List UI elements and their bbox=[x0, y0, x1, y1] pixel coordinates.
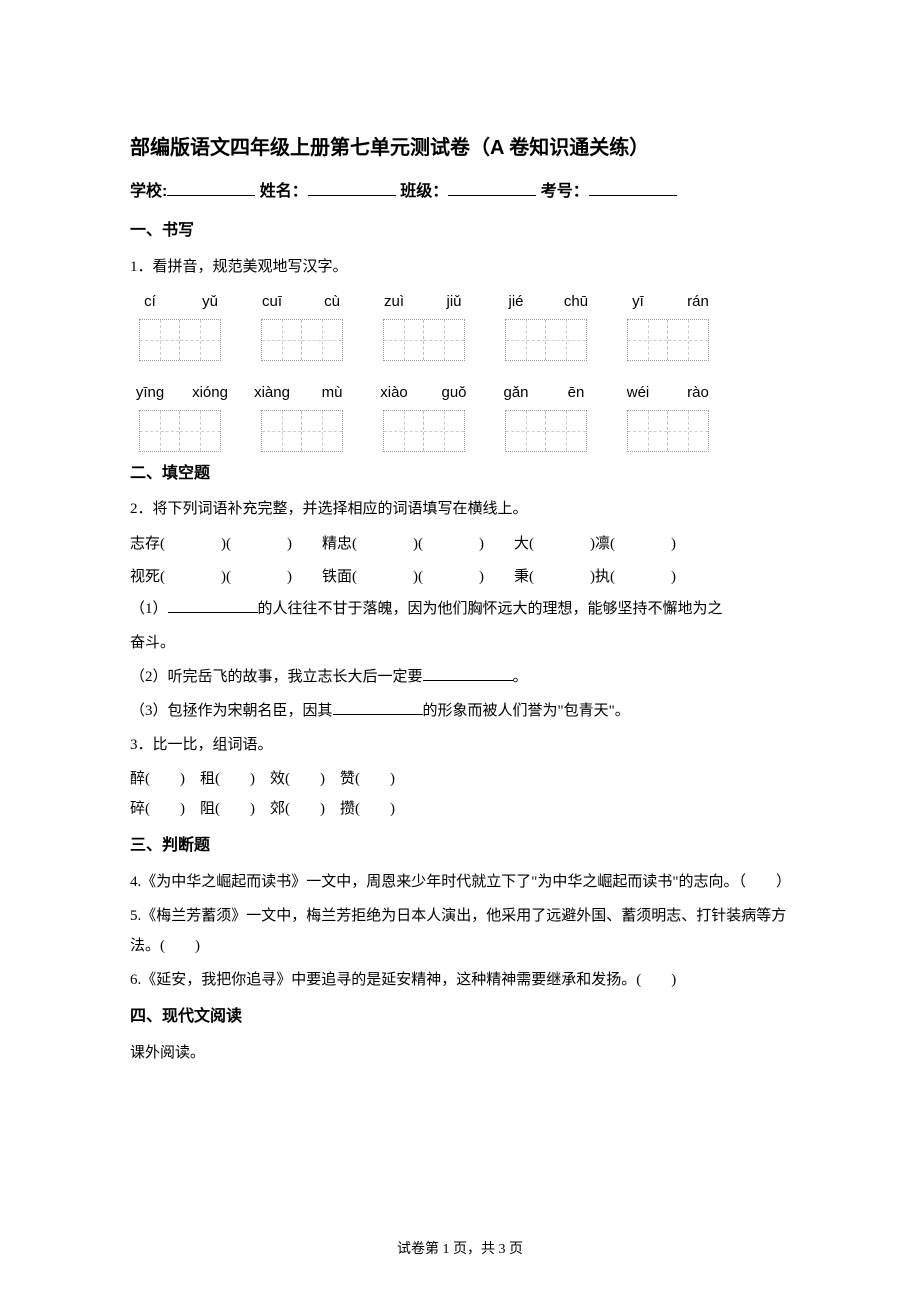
pinyin-label: yī bbox=[618, 288, 658, 315]
char-box[interactable] bbox=[383, 410, 465, 452]
reading-prompt: 课外阅读。 bbox=[130, 1038, 790, 1068]
pinyin-group: wéirào bbox=[618, 379, 718, 452]
fill-blank[interactable] bbox=[423, 665, 513, 681]
pinyin-label: cù bbox=[312, 288, 352, 315]
char-box[interactable] bbox=[383, 319, 465, 361]
pinyin-label: jié bbox=[496, 288, 536, 315]
pinyin-label: ēn bbox=[556, 379, 596, 406]
pinyin-label: rán bbox=[678, 288, 718, 315]
text: 的人往往不甘于落魄，因为他们胸怀远大的理想，能够坚持不懈地为之 bbox=[258, 601, 723, 617]
q6: 6.《延安，我把你追寻》中要追寻的是延安精神，这种精神需要继承和发扬。( ) bbox=[130, 965, 790, 995]
pinyin-label: rào bbox=[678, 379, 718, 406]
q5: 5.《梅兰芳蓄须》一文中，梅兰芳拒绝为日本人演出，他采用了远避外国、蓄须明志、打… bbox=[130, 901, 790, 961]
pinyin-row-2: yīng xióng xiàngmù xiàoguǒ gǎnēn wéirào bbox=[130, 379, 790, 452]
q4: 4.《为中华之崛起而读书》一文中，周恩来少年时代就立下了"为中华之崛起而读书"的… bbox=[130, 867, 790, 897]
fill-blank[interactable] bbox=[333, 699, 423, 715]
pinyin-group: xiàoguǒ bbox=[374, 379, 474, 452]
text: （2）听完岳飞的故事，我立志长大后一定要 bbox=[130, 669, 423, 685]
q1-prompt: 1．看拼音，规范美观地写汉字。 bbox=[130, 252, 790, 282]
text: （3）包拯作为宋朝名臣，因其 bbox=[130, 703, 333, 719]
text: )执( bbox=[590, 569, 615, 585]
q2-sub3: （3）包拯作为宋朝名臣，因其 的形象而被人们誉为"包青天"。 bbox=[130, 696, 790, 726]
text: )凛( bbox=[590, 536, 615, 552]
text: ) bbox=[671, 569, 676, 585]
q3-line1: 醉( ) 租( ) 效( ) 赞( ) bbox=[130, 764, 790, 794]
pinyin-label: yīng bbox=[130, 379, 170, 406]
text: 志存( bbox=[130, 536, 165, 552]
char-box[interactable] bbox=[261, 410, 343, 452]
student-info-line: 学校: 姓名： 班级： 考号： bbox=[130, 178, 790, 207]
char-box[interactable] bbox=[139, 410, 221, 452]
section-3-header: 三、判断题 bbox=[130, 832, 790, 861]
pinyin-label: gǎn bbox=[496, 379, 536, 406]
text: （1） bbox=[130, 601, 168, 617]
pinyin-row-1: cíyǔ cuīcù zuìjiǔ jiéchū yīrán bbox=[130, 288, 790, 361]
fill-blank[interactable] bbox=[168, 597, 258, 613]
pinyin-label: cuī bbox=[252, 288, 292, 315]
class-blank[interactable] bbox=[448, 178, 536, 196]
pinyin-group: gǎnēn bbox=[496, 379, 596, 452]
q2-sub1: （1） 的人往往不甘于落魄，因为他们胸怀远大的理想，能够坚持不懈地为之 bbox=[130, 594, 790, 624]
pinyin-group: zuìjiǔ bbox=[374, 288, 474, 361]
q2-sub1-end: 奋斗。 bbox=[130, 628, 790, 658]
section-4-header: 四、现代文阅读 bbox=[130, 1003, 790, 1032]
pinyin-label: guǒ bbox=[434, 379, 474, 406]
pinyin-group: yīrán bbox=[618, 288, 718, 361]
text: )( bbox=[413, 569, 423, 585]
pinyin-group: cuīcù bbox=[252, 288, 352, 361]
page-title: 部编版语文四年级上册第七单元测试卷（A 卷知识通关练） bbox=[130, 130, 790, 166]
pinyin-label: zuì bbox=[374, 288, 414, 315]
name-label: 姓名： bbox=[260, 183, 308, 200]
pinyin-label: wéi bbox=[618, 379, 658, 406]
school-blank[interactable] bbox=[167, 178, 255, 196]
pinyin-label: chū bbox=[556, 288, 596, 315]
text: ) 精忠( bbox=[287, 536, 357, 552]
char-box[interactable] bbox=[261, 319, 343, 361]
pinyin-group: jiéchū bbox=[496, 288, 596, 361]
pinyin-label: mù bbox=[312, 379, 352, 406]
char-box[interactable] bbox=[505, 319, 587, 361]
pinyin-label: xióng bbox=[190, 379, 230, 406]
pinyin-label: jiǔ bbox=[434, 288, 474, 315]
char-box[interactable] bbox=[505, 410, 587, 452]
char-box[interactable] bbox=[627, 319, 709, 361]
name-blank[interactable] bbox=[308, 178, 396, 196]
pinyin-label: xiàng bbox=[252, 379, 292, 406]
q2-sub2: （2）听完岳飞的故事，我立志长大后一定要 。 bbox=[130, 662, 790, 692]
pinyin-group: cíyǔ bbox=[130, 288, 230, 361]
class-label: 班级： bbox=[400, 183, 448, 200]
pinyin-label: yǔ bbox=[190, 288, 230, 315]
pinyin-group: yīng xióng bbox=[130, 379, 230, 452]
text: 。 bbox=[513, 669, 528, 685]
id-label: 考号： bbox=[541, 183, 589, 200]
text: ) 铁面( bbox=[287, 569, 357, 585]
school-label: 学校: bbox=[130, 183, 167, 200]
q3-prompt: 3．比一比，组词语。 bbox=[130, 730, 790, 760]
pinyin-label: cí bbox=[130, 288, 170, 315]
q3-line2: 碎( ) 阻( ) 郊( ) 攒( ) bbox=[130, 794, 790, 824]
pinyin-group: xiàngmù bbox=[252, 379, 352, 452]
text: ) bbox=[671, 536, 676, 552]
q2-prompt: 2．将下列词语补充完整，并选择相应的词语填写在横线上。 bbox=[130, 494, 790, 524]
text: 的形象而被人们誉为"包青天"。 bbox=[423, 703, 630, 719]
text: ) 大( bbox=[479, 536, 534, 552]
id-blank[interactable] bbox=[589, 178, 677, 196]
pinyin-label: xiào bbox=[374, 379, 414, 406]
page-footer: 试卷第 1 页，共 3 页 bbox=[0, 1237, 920, 1262]
q2-idioms-line1: 志存( )( ) 精忠( )( ) 大( )凛() bbox=[130, 528, 790, 561]
section-2-header: 二、填空题 bbox=[130, 460, 790, 489]
text: )( bbox=[221, 569, 231, 585]
text: ) 秉( bbox=[479, 569, 534, 585]
char-box[interactable] bbox=[139, 319, 221, 361]
char-box[interactable] bbox=[627, 410, 709, 452]
text: )( bbox=[413, 536, 423, 552]
text: 视死( bbox=[130, 569, 165, 585]
text: )( bbox=[221, 536, 231, 552]
q2-idioms-line2: 视死( )( ) 铁面( )( ) 秉( )执() bbox=[130, 561, 790, 594]
section-1-header: 一、书写 bbox=[130, 217, 790, 246]
